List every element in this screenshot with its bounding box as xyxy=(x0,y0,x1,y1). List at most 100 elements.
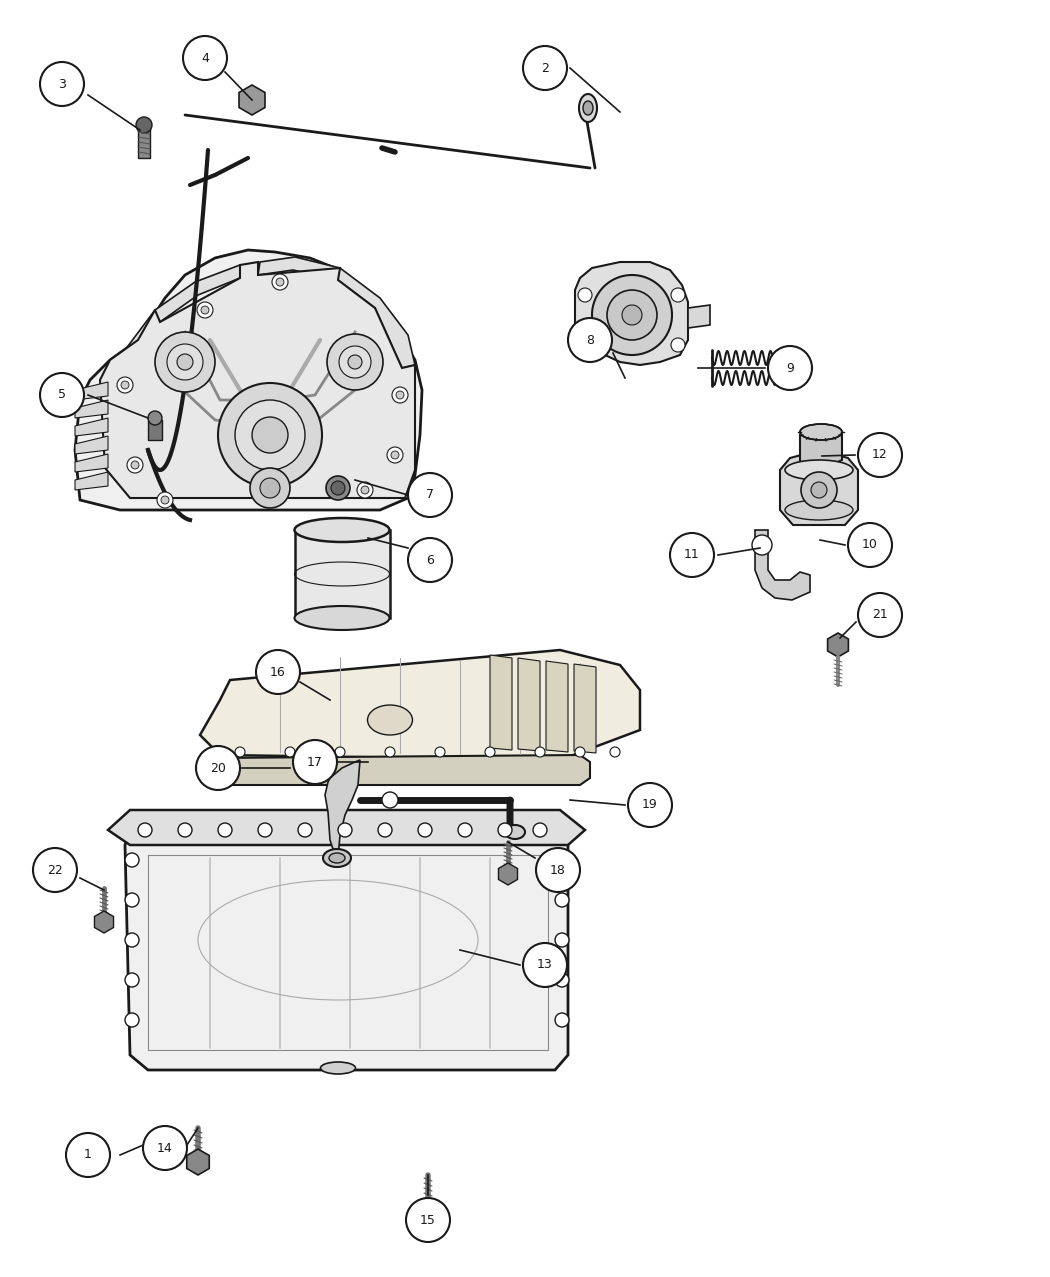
Circle shape xyxy=(458,822,472,836)
Circle shape xyxy=(197,301,213,318)
Circle shape xyxy=(326,476,350,501)
Circle shape xyxy=(578,289,592,301)
Polygon shape xyxy=(200,650,640,760)
Circle shape xyxy=(143,1126,187,1170)
Polygon shape xyxy=(75,382,108,400)
Circle shape xyxy=(40,373,84,418)
Polygon shape xyxy=(75,400,108,418)
Circle shape xyxy=(167,344,203,381)
Polygon shape xyxy=(490,655,512,750)
Circle shape xyxy=(848,524,892,567)
Circle shape xyxy=(148,411,162,425)
Ellipse shape xyxy=(583,101,593,115)
Circle shape xyxy=(125,973,139,987)
Circle shape xyxy=(339,346,371,378)
Text: 13: 13 xyxy=(538,959,553,972)
Circle shape xyxy=(136,117,152,133)
Polygon shape xyxy=(210,755,590,785)
Text: 5: 5 xyxy=(58,388,66,401)
Polygon shape xyxy=(110,266,240,382)
Text: 12: 12 xyxy=(873,448,888,461)
Circle shape xyxy=(768,346,812,389)
Circle shape xyxy=(177,354,193,370)
Text: 20: 20 xyxy=(210,761,226,774)
Circle shape xyxy=(331,481,345,495)
Circle shape xyxy=(196,746,240,790)
Circle shape xyxy=(575,747,585,757)
Text: 16: 16 xyxy=(270,665,286,678)
Polygon shape xyxy=(75,455,108,472)
Polygon shape xyxy=(75,250,422,510)
Text: 14: 14 xyxy=(158,1142,173,1154)
Circle shape xyxy=(285,747,295,757)
Circle shape xyxy=(252,418,288,453)
Polygon shape xyxy=(148,420,162,441)
Circle shape xyxy=(392,387,408,404)
Circle shape xyxy=(801,472,837,508)
Text: 22: 22 xyxy=(47,863,63,876)
Circle shape xyxy=(671,338,685,352)
Circle shape xyxy=(858,593,902,637)
Circle shape xyxy=(125,893,139,907)
Circle shape xyxy=(555,933,569,948)
Circle shape xyxy=(357,481,373,498)
Ellipse shape xyxy=(323,849,351,867)
Polygon shape xyxy=(75,418,108,435)
Circle shape xyxy=(201,306,209,314)
Circle shape xyxy=(298,822,312,836)
Circle shape xyxy=(498,822,512,836)
Ellipse shape xyxy=(579,94,597,123)
Circle shape xyxy=(66,1133,110,1177)
Circle shape xyxy=(272,275,288,290)
Circle shape xyxy=(125,1013,139,1027)
Circle shape xyxy=(858,433,902,478)
Ellipse shape xyxy=(505,825,525,839)
Polygon shape xyxy=(326,760,360,858)
Polygon shape xyxy=(575,262,688,365)
Circle shape xyxy=(568,318,612,361)
Polygon shape xyxy=(574,664,596,753)
Circle shape xyxy=(218,383,322,487)
Text: 18: 18 xyxy=(550,863,566,876)
Ellipse shape xyxy=(785,501,853,520)
Circle shape xyxy=(260,478,280,498)
Circle shape xyxy=(391,451,399,458)
Polygon shape xyxy=(138,128,150,158)
Circle shape xyxy=(396,391,404,398)
Circle shape xyxy=(250,467,290,508)
Circle shape xyxy=(138,822,152,836)
Circle shape xyxy=(338,822,352,836)
Circle shape xyxy=(240,88,264,112)
Circle shape xyxy=(671,289,685,301)
Circle shape xyxy=(276,278,284,286)
Circle shape xyxy=(406,1198,450,1243)
Circle shape xyxy=(387,447,403,464)
Polygon shape xyxy=(518,658,540,751)
Circle shape xyxy=(523,942,567,987)
Circle shape xyxy=(555,973,569,987)
Text: 8: 8 xyxy=(586,333,594,346)
Circle shape xyxy=(158,492,173,508)
Circle shape xyxy=(385,747,395,757)
Text: 1: 1 xyxy=(84,1148,92,1162)
Circle shape xyxy=(127,457,143,472)
Text: 21: 21 xyxy=(873,609,888,622)
Ellipse shape xyxy=(368,705,413,736)
Polygon shape xyxy=(546,661,568,752)
Circle shape xyxy=(125,933,139,948)
Text: 9: 9 xyxy=(786,361,794,374)
Circle shape xyxy=(382,792,398,808)
Circle shape xyxy=(161,495,169,504)
Circle shape xyxy=(178,822,192,836)
Circle shape xyxy=(293,739,337,784)
Circle shape xyxy=(752,535,772,555)
Circle shape xyxy=(607,290,657,340)
Circle shape xyxy=(578,338,592,352)
Circle shape xyxy=(523,46,567,89)
Circle shape xyxy=(327,335,383,389)
Circle shape xyxy=(555,893,569,907)
Circle shape xyxy=(536,848,580,893)
Circle shape xyxy=(408,538,452,582)
Circle shape xyxy=(40,63,84,106)
Circle shape xyxy=(256,650,300,693)
